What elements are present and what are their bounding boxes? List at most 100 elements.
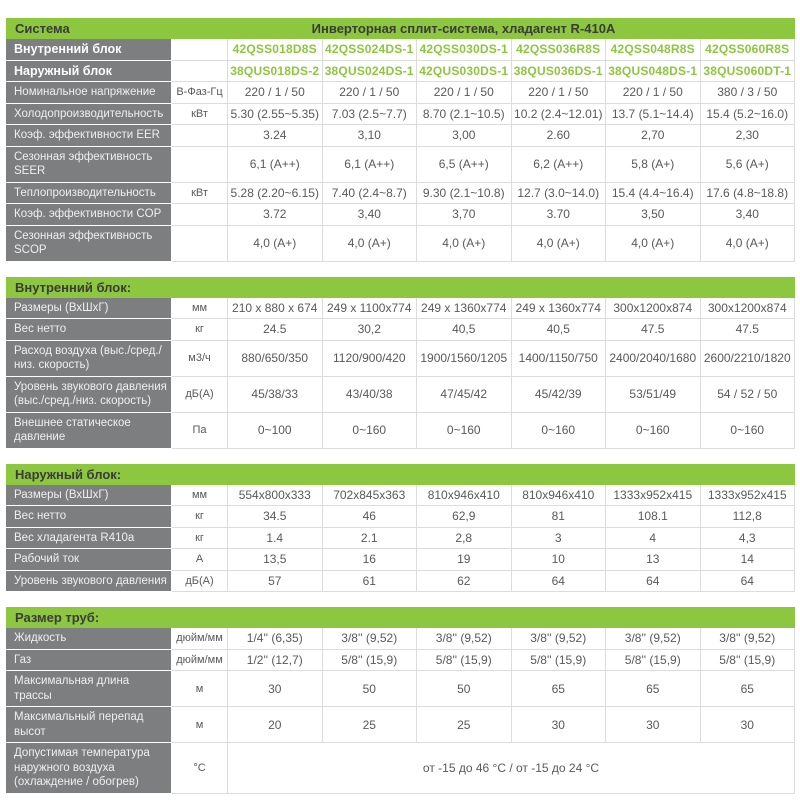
value-cell: 4,0 (A+) xyxy=(322,225,417,262)
model-cell: 42QUS030DS-1 xyxy=(417,60,512,82)
value-cell: 40,5 xyxy=(511,319,606,341)
value-cell: 1900/1560/1205 xyxy=(417,340,512,377)
section-title: Размер труб: xyxy=(15,610,100,625)
value-cell: 4,0 (A+) xyxy=(228,225,323,262)
value-cell: 65 xyxy=(606,671,701,707)
value-cell: 3.70 xyxy=(511,204,606,226)
row-label: Расход воздуха (выс./сред./низ. скорость… xyxy=(6,340,172,377)
value-cell: 8.70 (2.1~10.5) xyxy=(417,103,512,125)
value-cell: 25 xyxy=(417,707,512,743)
unit-cell: мм xyxy=(172,484,228,506)
table-row: Сезонная эффективность SEER 6,1 (A++) 6,1 … xyxy=(6,146,795,183)
value-cell: 5/8'' (15,9) xyxy=(417,649,512,671)
value-cell: 5/8'' (15,9) xyxy=(606,649,701,671)
row-label: Максимальный перепад высот xyxy=(6,707,172,743)
value-cell: 249 x 1360x774 xyxy=(417,297,512,319)
value-cell: 4,0 (A+) xyxy=(606,225,701,262)
table-section: Размер труб: Жидкость дюйм/мм 1/4'' (6,35) 3… xyxy=(6,607,795,794)
unit-cell: дБ(А) xyxy=(172,376,228,413)
value-cell: 6,1 (A++) xyxy=(322,146,417,183)
unit-cell: кВт xyxy=(172,182,228,204)
value-cell: 47.5 xyxy=(700,319,795,341)
table-row: Газ дюйм/мм 1/2'' (12,7) 5/8'' (15,9) 5/8'' … xyxy=(6,649,795,671)
value-cell: 4,0 (A+) xyxy=(700,225,795,262)
row-label: Уровень звукового давления (выс./сред./н… xyxy=(6,376,172,413)
value-cell: 13.7 (5.1~14.4) xyxy=(606,103,701,125)
model-cell: 42QSS030DS-1 xyxy=(417,39,512,61)
value-cell: 2400/2040/1680 xyxy=(606,340,701,377)
row-label: Наружный блок xyxy=(6,60,172,82)
table-row: Размеры (ВхШхГ) мм 210 x 880 x 674 249 x 11… xyxy=(6,297,795,319)
section-subtitle: Инверторная сплит-система, хладагент R-4… xyxy=(311,21,616,36)
value-cell: 1333x952x415 xyxy=(606,484,701,506)
value-cell: 2,70 xyxy=(606,125,701,147)
unit-cell: кг xyxy=(172,319,228,341)
table-row: Теплопроизводительность кВт 5.28 (2.20~6.1… xyxy=(6,182,795,204)
value-cell: 15.4 (4.4~16.4) xyxy=(606,182,701,204)
row-label: Сезонная эффективность SCOP xyxy=(6,225,172,262)
value-cell: 5.30 (2.55~5.35) xyxy=(228,103,323,125)
value-cell: 43/40/38 xyxy=(322,376,417,413)
value-cell: 65 xyxy=(511,671,606,707)
row-label: Максимальная длина трассы xyxy=(6,671,172,707)
model-cell: 38QUS036DS-1 xyxy=(511,60,606,82)
value-cell: 12.7 (3.0~14.0) xyxy=(511,182,606,204)
value-cell: 6,1 (A++) xyxy=(228,146,323,183)
value-cell: 65 xyxy=(700,671,795,707)
value-cell: 3,00 xyxy=(417,125,512,147)
value-cell: 3,40 xyxy=(700,204,795,226)
row-label: Номинальное напряжение xyxy=(6,82,172,104)
value-cell: 3/8'' (9,52) xyxy=(700,628,795,650)
value-cell: 17.6 (4.8~18.8) xyxy=(700,182,795,204)
value-cell: 15.4 (5.2~16.0) xyxy=(700,103,795,125)
value-cell: 3,70 xyxy=(417,204,512,226)
model-cell: 42QSS060R8S xyxy=(700,39,795,61)
value-cell: 3,50 xyxy=(606,204,701,226)
table-row: Уровень звукового давления (выс./сред./н… xyxy=(6,376,795,413)
value-cell: 47/45/42 xyxy=(417,376,512,413)
value-cell: 300x1200x874 xyxy=(606,297,701,319)
value-cell: 30 xyxy=(606,707,701,743)
value-cell: 19 xyxy=(417,549,512,571)
value-cell: 46 xyxy=(322,506,417,528)
table-section: Система Инверторная сплит-система, хладаг… xyxy=(6,18,795,262)
value-cell: 64 xyxy=(606,570,701,592)
row-label: Размеры (ВхШхГ) xyxy=(6,484,172,506)
value-cell: 702x845x363 xyxy=(322,484,417,506)
unit-cell: В-Фаз-Гц xyxy=(172,82,228,104)
row-label: Газ xyxy=(6,649,172,671)
value-cell: 1333x952x415 xyxy=(700,484,795,506)
spec-tables: Система Инверторная сплит-система, хладаг… xyxy=(6,18,795,809)
value-cell: 30 xyxy=(228,671,323,707)
row-label: Коэф. эффективности EER xyxy=(6,125,172,147)
unit-cell xyxy=(172,225,228,262)
value-cell: 61 xyxy=(322,570,417,592)
unit-cell: °С xyxy=(172,743,228,794)
value-cell: 554x800x333 xyxy=(228,484,323,506)
table-row: Расход воздуха (выс./сред./низ. скорость… xyxy=(6,340,795,377)
unit-cell: м3/ч xyxy=(172,340,228,377)
value-cell: 2.1 xyxy=(322,527,417,549)
value-cell: 3,40 xyxy=(322,204,417,226)
table-row: Максимальная длина трассы м 30 50 50 65 65 65 xyxy=(6,671,795,707)
unit-cell: дюйм/мм xyxy=(172,628,228,650)
unit-cell: кг xyxy=(172,506,228,528)
value-cell: 50 xyxy=(322,671,417,707)
table-row: Внешнее статическое давление Па 0~100 0~160… xyxy=(6,412,795,449)
value-cell: 6,2 (A++) xyxy=(511,146,606,183)
unit-cell: кВт xyxy=(172,103,228,125)
value-cell: 50 xyxy=(417,671,512,707)
section-header: Наружный блок: xyxy=(6,463,795,485)
value-cell: 0~100 xyxy=(228,412,323,449)
unit-cell: м xyxy=(172,707,228,743)
value-cell: 300x1200x874 xyxy=(700,297,795,319)
unit-cell xyxy=(172,125,228,147)
model-cell: 42QSS048R8S xyxy=(606,39,701,61)
value-cell: 249 x 1100x774 xyxy=(322,297,417,319)
unit-cell: дюйм/мм xyxy=(172,649,228,671)
value-cell: 20 xyxy=(228,707,323,743)
value-cell: 3.24 xyxy=(228,125,323,147)
value-cell: 45/42/39 xyxy=(511,376,606,413)
section-title: Система xyxy=(15,21,70,36)
